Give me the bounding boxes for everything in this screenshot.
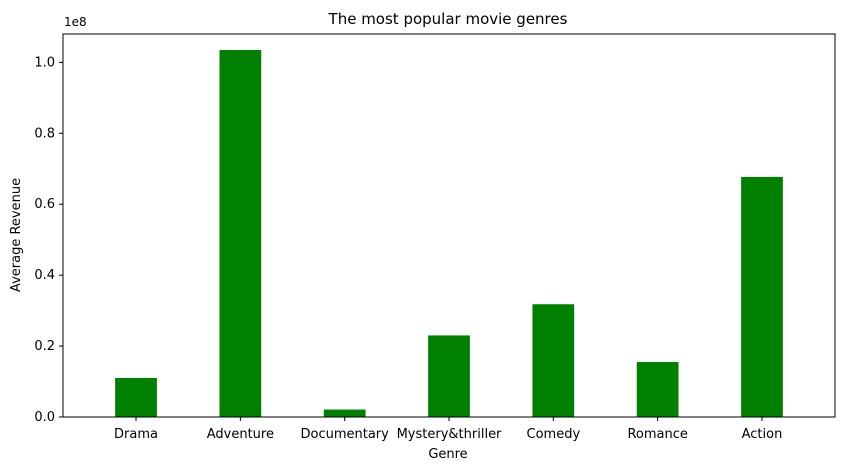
- bar-comedy: [532, 304, 575, 417]
- x-tick-label: Comedy: [527, 427, 581, 442]
- bars-group: [115, 49, 783, 418]
- y-ticks-group: 0.0 0.2 0.4 0.6 0.8 1.0: [34, 55, 63, 425]
- y-axis-label: Average Revenue: [9, 178, 24, 292]
- x-ticks-group: Drama Adventure Documentary Mystery&thrille…: [114, 417, 782, 442]
- y-tick-label: 0.4: [34, 268, 55, 283]
- y-tick-label: 0.0: [34, 410, 55, 425]
- bar-action: [741, 176, 783, 417]
- bar-adventure: [219, 49, 262, 418]
- x-tick-label: Romance: [627, 427, 687, 442]
- x-tick-label: Action: [742, 427, 783, 442]
- bar-romance: [636, 362, 679, 417]
- x-axis-label: Genre: [428, 447, 467, 462]
- y-tick-label: 0.8: [34, 126, 55, 141]
- y-offset-label: 1e8: [64, 15, 87, 29]
- y-tick-label: 0.6: [34, 197, 55, 212]
- x-tick-label: Mystery&thriller: [397, 427, 502, 442]
- x-tick-label: Adventure: [207, 427, 274, 442]
- bar-mystery-thriller: [428, 335, 470, 417]
- bar-drama: [115, 377, 157, 417]
- x-tick-label: Drama: [114, 427, 158, 442]
- bar-documentary: [323, 409, 366, 417]
- x-tick-label: Documentary: [300, 427, 389, 442]
- chart-title: The most popular movie genres: [328, 10, 568, 28]
- y-tick-label: 1.0: [34, 55, 55, 70]
- plot-frame: [62, 33, 836, 418]
- y-tick-label: 0.2: [34, 339, 55, 354]
